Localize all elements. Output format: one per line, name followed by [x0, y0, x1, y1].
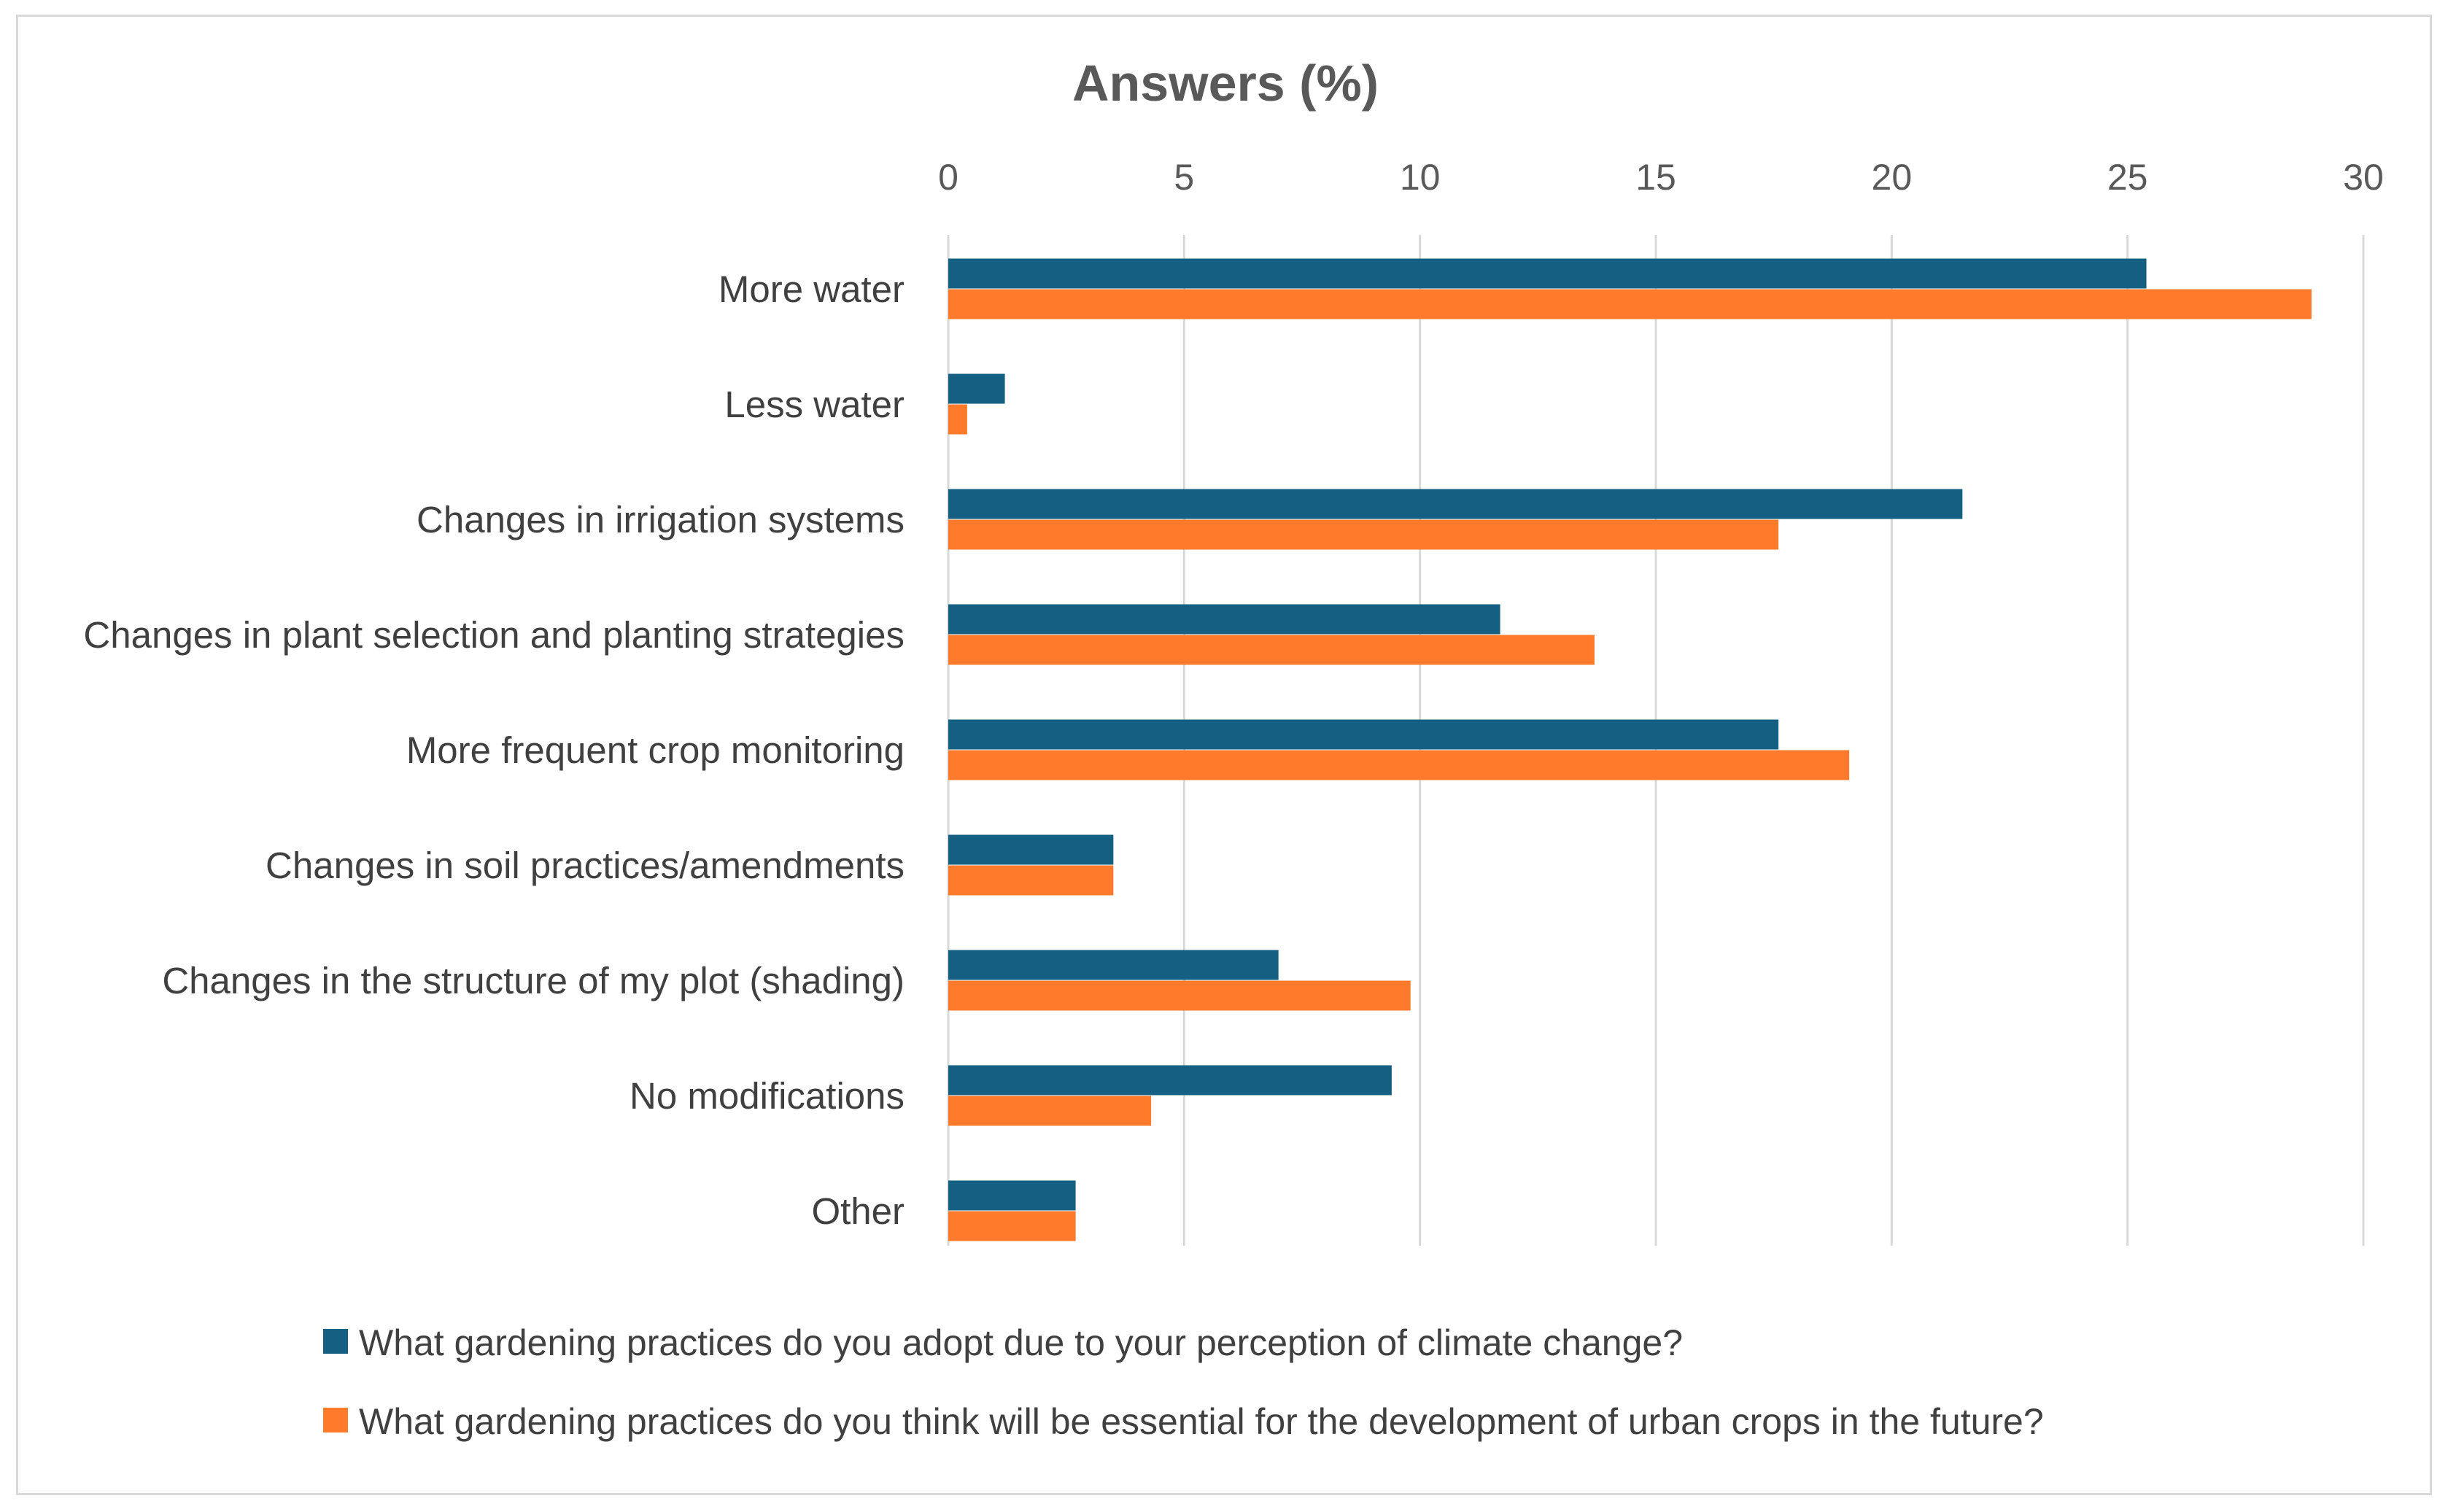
- bar-series2-7: [948, 980, 1411, 1011]
- category-label-9: Other: [811, 1190, 905, 1232]
- category-labels: More water Less water Changes in irrigatio…: [83, 268, 905, 1232]
- bar-series1-9: [948, 1180, 1076, 1211]
- x-tick-label-0: 0: [938, 157, 958, 198]
- legend-swatch-1: [323, 1329, 348, 1354]
- x-tick-label-20: 20: [1872, 157, 1913, 198]
- bar-series2-8: [948, 1096, 1152, 1126]
- bar-series2-5: [948, 750, 1850, 780]
- x-tick-label-25: 25: [2107, 157, 2148, 198]
- legend-label-2: What gardening practices do you think wi…: [359, 1401, 2044, 1442]
- x-tick-label-15: 15: [1635, 157, 1676, 198]
- bar-series1-6: [948, 834, 1114, 865]
- bar-series2-4: [948, 635, 1595, 665]
- category-label-4: Changes in plant selection and planting …: [83, 614, 905, 656]
- x-tick-label-30: 30: [2343, 157, 2384, 198]
- bar-series1-5: [948, 719, 1779, 750]
- category-label-8: No modifications: [630, 1075, 905, 1117]
- legend-swatch-2: [323, 1408, 348, 1432]
- bar-series1-4: [948, 604, 1500, 635]
- bar-series1-2: [948, 373, 1005, 404]
- bar-series1-7: [948, 950, 1279, 980]
- x-tick-label-5: 5: [1174, 157, 1194, 198]
- bar-series2-1: [948, 289, 2312, 319]
- category-label-6: Changes in soil practices/amendments: [266, 845, 905, 886]
- bar-series2-6: [948, 865, 1114, 896]
- bar-series2-2: [948, 404, 967, 435]
- bar-series2-9: [948, 1211, 1076, 1241]
- x-axis-ticks: 0 5 10 15 20 25 30: [938, 157, 2384, 198]
- category-label-1: More water: [718, 268, 905, 310]
- bar-series1-8: [948, 1065, 1392, 1096]
- category-label-5: More frequent crop monitoring: [406, 729, 905, 771]
- x-tick-label-10: 10: [1400, 157, 1441, 198]
- legend-label-1: What gardening practices do you adopt du…: [359, 1322, 1683, 1363]
- bars: [948, 258, 2312, 1241]
- legend: What gardening practices do you adopt du…: [323, 1322, 2044, 1442]
- category-label-2: Less water: [724, 384, 905, 425]
- chart-title: Answers (%): [1072, 55, 1379, 112]
- bar-series2-3: [948, 519, 1779, 550]
- category-label-7: Changes in the structure of my plot (sha…: [162, 960, 905, 1001]
- bar-series1-1: [948, 258, 2147, 289]
- bar-series1-3: [948, 489, 1963, 519]
- category-label-3: Changes in irrigation systems: [417, 499, 905, 540]
